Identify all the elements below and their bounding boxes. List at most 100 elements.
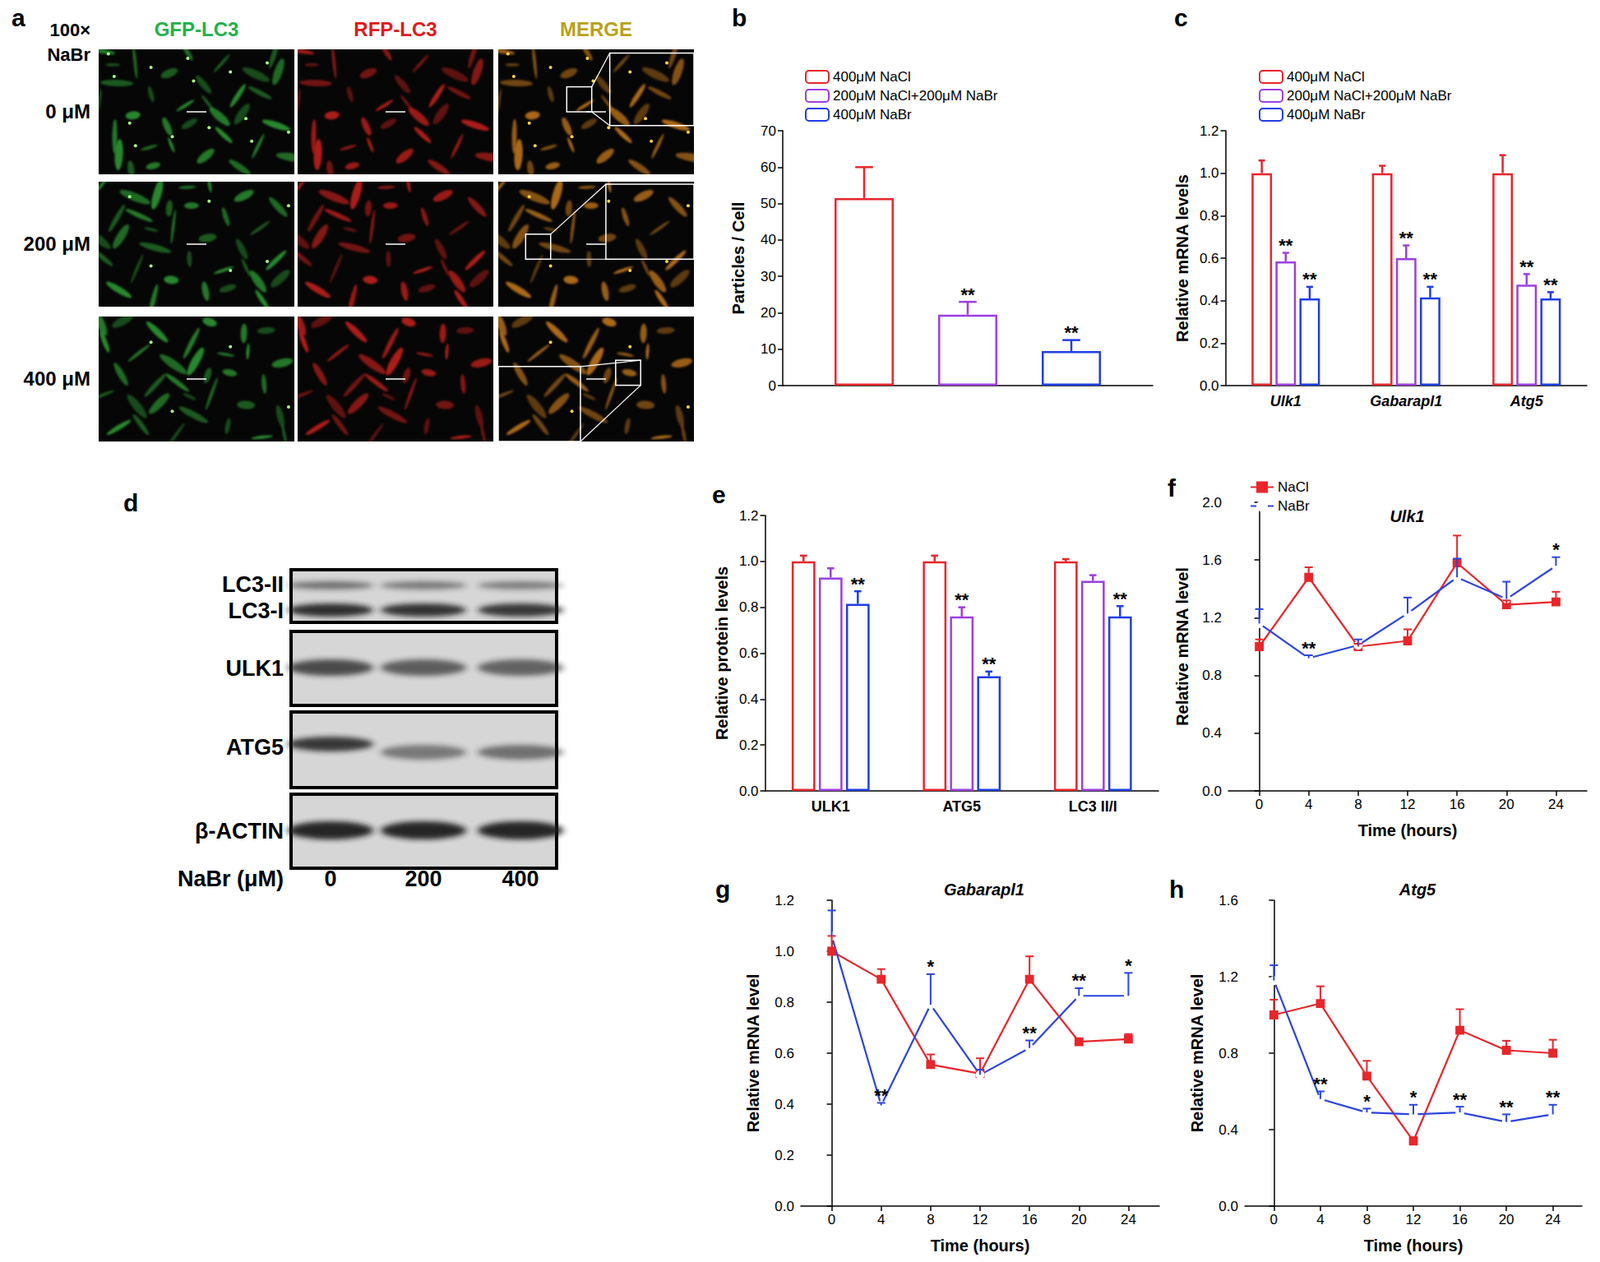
svg-text:0: 0 [1270, 1211, 1278, 1228]
svg-text:**: ** [1543, 274, 1559, 296]
svg-text:0.8: 0.8 [1218, 1045, 1239, 1062]
svg-text:20: 20 [1498, 796, 1515, 813]
svg-text:**: ** [1519, 256, 1535, 278]
svg-text:1.2: 1.2 [1218, 969, 1239, 985]
svg-text:NaCl: NaCl [1277, 479, 1309, 495]
svg-text:0.8: 0.8 [774, 994, 795, 1011]
svg-text:400μM NaBr: 400μM NaBr [1286, 106, 1366, 123]
svg-text:1.2: 1.2 [774, 892, 795, 909]
svg-text:**: ** [1022, 1022, 1038, 1044]
svg-text:60: 60 [760, 159, 777, 176]
svg-text:8: 8 [1354, 796, 1362, 813]
svg-text:8: 8 [1363, 1211, 1371, 1228]
svg-text:**: ** [1313, 1073, 1328, 1095]
svg-text:200μM NaCl+200μM NaBr: 200μM NaCl+200μM NaBr [1286, 87, 1453, 104]
svg-text:b: b [731, 4, 747, 32]
svg-text:Relative mRNA levels: Relative mRNA levels [1173, 174, 1192, 343]
svg-text:0.8: 0.8 [1199, 208, 1220, 224]
svg-text:Time (hours): Time (hours) [1364, 1236, 1464, 1255]
svg-text:**: ** [1499, 1096, 1515, 1118]
svg-text:4: 4 [1316, 1211, 1324, 1228]
svg-text:**: ** [1113, 588, 1129, 610]
svg-text:RFP-LC3: RFP-LC3 [353, 18, 437, 41]
svg-text:d: d [123, 489, 139, 517]
svg-text:Ulk1: Ulk1 [1389, 507, 1425, 526]
svg-text:1.0: 1.0 [739, 553, 759, 569]
svg-text:0.6: 0.6 [774, 1045, 795, 1062]
svg-text:0.4: 0.4 [1218, 1122, 1239, 1138]
svg-text:0.4: 0.4 [1199, 292, 1220, 309]
svg-text:1.0: 1.0 [1199, 165, 1220, 181]
svg-text:**: ** [960, 284, 976, 306]
svg-text:12: 12 [1400, 796, 1416, 813]
svg-text:12: 12 [1405, 1211, 1422, 1228]
svg-text:400μM NaCl: 400μM NaCl [832, 69, 911, 85]
svg-text:**: ** [1423, 268, 1439, 290]
svg-text:1.6: 1.6 [1218, 892, 1239, 909]
svg-text:Particles / Cell: Particles / Cell [729, 202, 748, 315]
svg-text:*: * [1552, 539, 1560, 560]
svg-text:0.2: 0.2 [1199, 335, 1220, 352]
svg-text:**: ** [1452, 1089, 1468, 1110]
svg-text:40: 40 [760, 231, 777, 248]
svg-text:Time (hours): Time (hours) [1358, 821, 1458, 840]
svg-text:24: 24 [1548, 796, 1564, 813]
svg-text:**: ** [981, 653, 997, 675]
svg-text:ULK1: ULK1 [811, 798, 851, 815]
svg-text:0.0: 0.0 [1199, 378, 1220, 394]
svg-text:Relative mRNA level: Relative mRNA level [1188, 974, 1207, 1133]
svg-text:ATG5: ATG5 [942, 798, 981, 815]
svg-text:16: 16 [1449, 796, 1466, 813]
svg-text:0.0: 0.0 [739, 783, 759, 800]
svg-text:Relative mRNA level: Relative mRNA level [1173, 567, 1192, 727]
svg-text:β-ACTIN: β-ACTIN [194, 818, 284, 844]
svg-text:20: 20 [760, 305, 777, 321]
svg-text:h: h [1169, 875, 1184, 903]
svg-text:400: 400 [501, 866, 539, 892]
svg-text:**: ** [1301, 638, 1317, 659]
svg-text:0.4: 0.4 [739, 691, 759, 708]
svg-text:a: a [11, 4, 26, 32]
svg-text:1.6: 1.6 [1202, 552, 1222, 569]
svg-text:*: * [927, 956, 935, 977]
svg-text:2.0: 2.0 [1202, 494, 1222, 511]
svg-text:**: ** [1302, 268, 1318, 290]
svg-text:30: 30 [760, 268, 777, 285]
svg-text:0: 0 [768, 378, 777, 394]
svg-text:GFP-LC3: GFP-LC3 [154, 18, 240, 41]
svg-text:0.2: 0.2 [774, 1147, 795, 1164]
svg-text:0.0: 0.0 [774, 1198, 795, 1215]
svg-text:0: 0 [1255, 796, 1263, 813]
svg-text:4: 4 [1304, 796, 1313, 813]
svg-text:0: 0 [323, 866, 337, 892]
svg-text:Relative mRNA level: Relative mRNA level [744, 974, 763, 1133]
svg-text:LC3-I: LC3-I [228, 598, 285, 624]
svg-text:*: * [1124, 955, 1133, 976]
svg-text:Gabarapl1: Gabarapl1 [1369, 393, 1443, 410]
svg-text:Time (hours): Time (hours) [930, 1236, 1031, 1255]
svg-text:NaBr: NaBr [1277, 498, 1310, 514]
svg-text:400μM NaBr: 400μM NaBr [832, 106, 912, 123]
svg-text:12: 12 [972, 1211, 989, 1228]
svg-text:10: 10 [760, 341, 777, 357]
svg-text:200: 200 [404, 866, 442, 892]
svg-text:ULK1: ULK1 [225, 656, 284, 681]
svg-text:**: ** [850, 573, 866, 595]
svg-text:70: 70 [760, 123, 777, 139]
svg-text:**: ** [1399, 227, 1415, 249]
svg-text:**: ** [1545, 1086, 1561, 1108]
svg-text:400μM NaCl: 400μM NaCl [1286, 69, 1365, 85]
svg-text:LC3-II: LC3-II [221, 572, 284, 597]
svg-text:0.6: 0.6 [1199, 250, 1220, 267]
svg-text:LC3 II/I: LC3 II/I [1068, 798, 1118, 815]
svg-text:NaBr (μM): NaBr (μM) [177, 866, 284, 892]
svg-text:0.8: 0.8 [1202, 667, 1222, 684]
svg-text:4: 4 [877, 1211, 885, 1228]
svg-text:8: 8 [926, 1211, 935, 1228]
svg-text:**: ** [1072, 970, 1087, 991]
svg-text:20: 20 [1498, 1211, 1515, 1228]
svg-text:Atg5: Atg5 [1398, 880, 1437, 899]
svg-text:400 μM: 400 μM [23, 367, 91, 390]
svg-text:1.2: 1.2 [1199, 123, 1220, 139]
svg-text:0: 0 [827, 1211, 836, 1228]
